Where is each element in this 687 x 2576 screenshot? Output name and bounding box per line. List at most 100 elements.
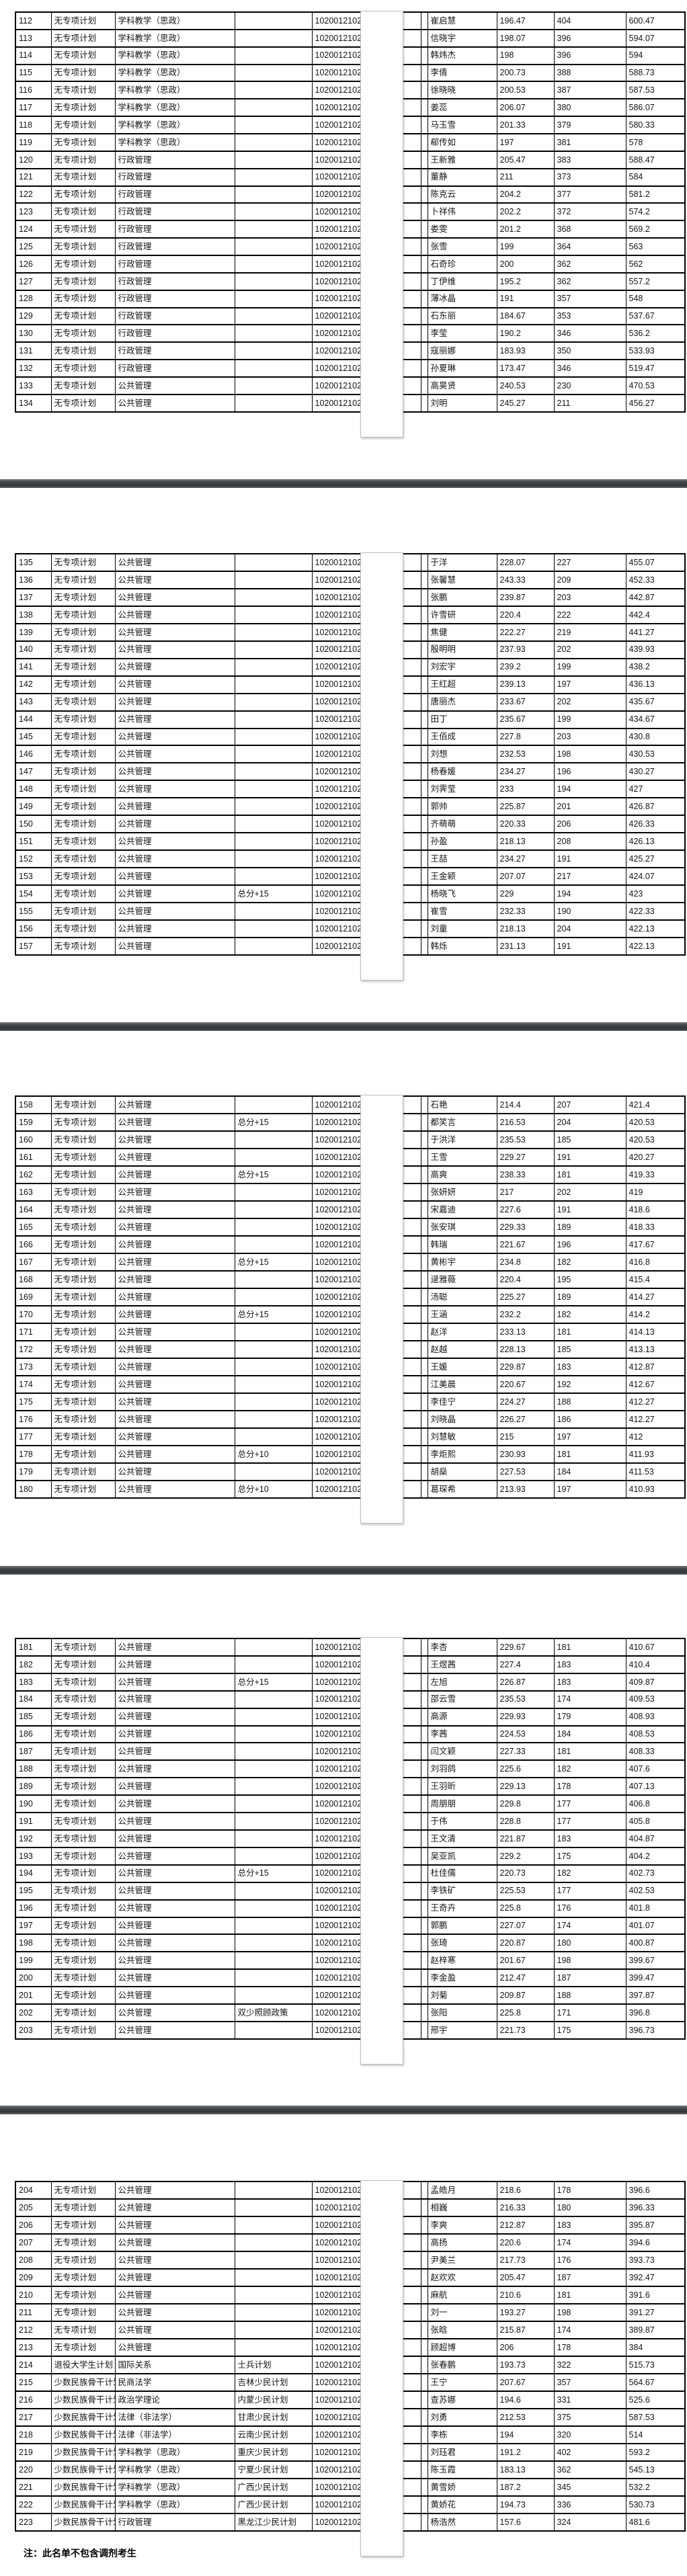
cell-major: 公共管理 — [114, 376, 235, 395]
table-row: 150 无专项计划 公共管理 1020012102 齐萌萌 220.33 206 426.33 — [15, 815, 686, 834]
cell-score-1: 200.53 — [496, 81, 555, 100]
cell-spacer — [420, 1130, 428, 1149]
cell-name: 石艳 — [427, 1095, 497, 1114]
cell-name: 张琦 — [427, 1934, 497, 1953]
cell-major: 公共管理 — [114, 605, 235, 624]
cell-score-1: 196.47 — [496, 11, 555, 30]
cell-name: 左旭 — [427, 1672, 497, 1692]
table-row: 153 无专项计划 公共管理 1020012102 王金颖 207.07 217 424.07 — [15, 867, 686, 886]
cell-index: 153 — [15, 867, 52, 886]
cell-major: 法律（非法学） — [114, 2425, 235, 2444]
cell-score-1: 221.67 — [496, 1235, 555, 1254]
cell-score-2: 187 — [553, 1968, 627, 1988]
cell-name: 逯雅薇 — [427, 1270, 497, 1289]
cell-major: 公共管理 — [114, 1200, 235, 1219]
cell-plan-type: 无专项计划 — [50, 1130, 116, 1149]
table-row: 160 无专项计划 公共管理 1020012102 于洪洋 235.53 185 420.53 — [15, 1130, 686, 1149]
table-row: 187 无专项计划 公共管理 1020012102 闫文颖 227.33 181 408.33 — [15, 1742, 686, 1761]
cell-plan-type: 无专项计划 — [50, 570, 116, 589]
cell-score-1: 187.2 — [496, 2478, 555, 2497]
cell-spacer — [420, 289, 428, 308]
cell-score-2: 188 — [553, 1986, 627, 2005]
cell-spacer — [420, 1200, 428, 1219]
table-row: 180 无专项计划 公共管理 总分+10 1020012102 葛琛希 213.93 197 4… — [15, 1480, 686, 1499]
cell-score-total: 563 — [625, 237, 686, 257]
cell-score-2: 178 — [553, 2181, 627, 2200]
cell-major: 公共管理 — [114, 815, 235, 834]
cell-score-1: 233.13 — [496, 1323, 555, 1341]
cell-plan-type: 无专项计划 — [50, 605, 116, 624]
cell-score-total: 532.2 — [625, 2478, 686, 2497]
cell-spacer — [420, 2216, 428, 2235]
cell-score-total: 434.67 — [625, 710, 686, 729]
cell-score-total: 384 — [625, 2338, 686, 2357]
cell-index: 187 — [15, 1742, 52, 1761]
cell-score-total: 557.2 — [625, 272, 686, 291]
cell-score-total: 417.67 — [625, 1235, 686, 1254]
cell-score-1: 227.33 — [496, 1742, 555, 1761]
cell-score-2: 175 — [553, 2020, 627, 2040]
cell-plan-type: 无专项计划 — [50, 289, 116, 308]
cell-spacer — [420, 1725, 428, 1744]
cell-score-1: 200.73 — [496, 63, 555, 83]
cell-major: 公共管理 — [114, 1829, 235, 1848]
cell-name: 李茜 — [427, 1725, 497, 1744]
table-row: 203 无专项计划 公共管理 1020012102 邢宇 221.73 175 396.73 — [15, 2020, 686, 2040]
cell-score-1: 229.33 — [496, 1218, 555, 1237]
cell-plan-type: 无专项计划 — [50, 2286, 116, 2304]
cell-index: 137 — [15, 587, 52, 607]
table-row: 201 无专项计划 公共管理 1020012102 刘菊 209.87 188 397.87 — [15, 1986, 686, 2005]
cell-note — [234, 1095, 313, 1114]
cell-name: 于洋 — [427, 553, 497, 572]
cell-index: 120 — [15, 150, 52, 169]
cell-score-2: 194 — [553, 780, 627, 799]
cell-spacer — [420, 2251, 428, 2270]
cell-spacer — [420, 1095, 428, 1114]
cell-name: 焦健 — [427, 622, 497, 642]
cell-plan-type: 无专项计划 — [50, 1480, 116, 1499]
table-row: 147 无专项计划 公共管理 1020012102 杨春媛 234.27 196 430.27 — [15, 762, 686, 782]
cell-note — [234, 867, 313, 886]
cell-major: 公共管理 — [114, 2003, 235, 2022]
cell-score-2: 177 — [553, 1794, 627, 1814]
cell-score-2: 183 — [553, 1829, 627, 1848]
cell-major: 公共管理 — [114, 2020, 235, 2040]
cell-major: 公共管理 — [114, 1113, 235, 1132]
cell-index: 172 — [15, 1340, 52, 1359]
cell-plan-type: 无专项计划 — [50, 324, 116, 343]
cell-index: 131 — [15, 341, 52, 361]
cell-major: 公共管理 — [114, 675, 235, 694]
cell-name: 高源 — [427, 1707, 497, 1727]
cell-spacer — [420, 1165, 428, 1184]
cell-major: 行政管理 — [114, 272, 235, 291]
cell-score-2: 174 — [553, 1690, 627, 1709]
cell-plan-type: 无专项计划 — [50, 220, 116, 239]
table-row: 197 无专项计划 公共管理 1020012102 郭鹏 227.07 174 401.07 — [15, 1916, 686, 1936]
cell-score-1: 221.73 — [496, 2020, 555, 2040]
cell-index: 212 — [15, 2321, 52, 2339]
cell-index: 193 — [15, 1846, 52, 1866]
table-row: 122 无专项计划 行政管理 1020012102 陈克云 204.2 377 581.2 — [15, 185, 686, 204]
table-row: 139 无专项计划 公共管理 1020012102 焦健 222.27 219 441.27 — [15, 622, 686, 642]
cell-index: 121 — [15, 167, 52, 187]
cell-note — [234, 1742, 313, 1761]
cell-plan-type: 无专项计划 — [50, 1638, 116, 1657]
cell-score-2: 183 — [553, 1358, 627, 1376]
cell-plan-type: 无专项计划 — [50, 1777, 116, 1796]
cell-spacer — [420, 1934, 428, 1953]
table-row: 172 无专项计划 公共管理 1020012102 赵越 228.13 185 413.13 — [15, 1340, 686, 1359]
cell-major: 公共管理 — [114, 1672, 235, 1692]
cell-note: 重庆少民计划 — [234, 2443, 313, 2462]
cell-index: 125 — [15, 237, 52, 257]
cell-major: 公共管理 — [114, 1725, 235, 1744]
table-row: 222 少数民族骨干计划 学科教学（思政） 广西少民计划 1020012102 黄娇花 19… — [15, 2495, 686, 2514]
cell-plan-type: 无专项计划 — [50, 46, 116, 65]
cell-major: 行政管理 — [114, 289, 235, 308]
cell-plan-type: 无专项计划 — [50, 359, 116, 378]
cell-score-2: 204 — [553, 1113, 627, 1132]
cell-spacer — [420, 46, 428, 65]
cell-note: 总分+10 — [234, 1445, 313, 1464]
cell-major: 学科教学（思政） — [114, 63, 235, 83]
cell-note — [234, 1427, 313, 1446]
cell-plan-type: 无专项计划 — [50, 167, 116, 187]
